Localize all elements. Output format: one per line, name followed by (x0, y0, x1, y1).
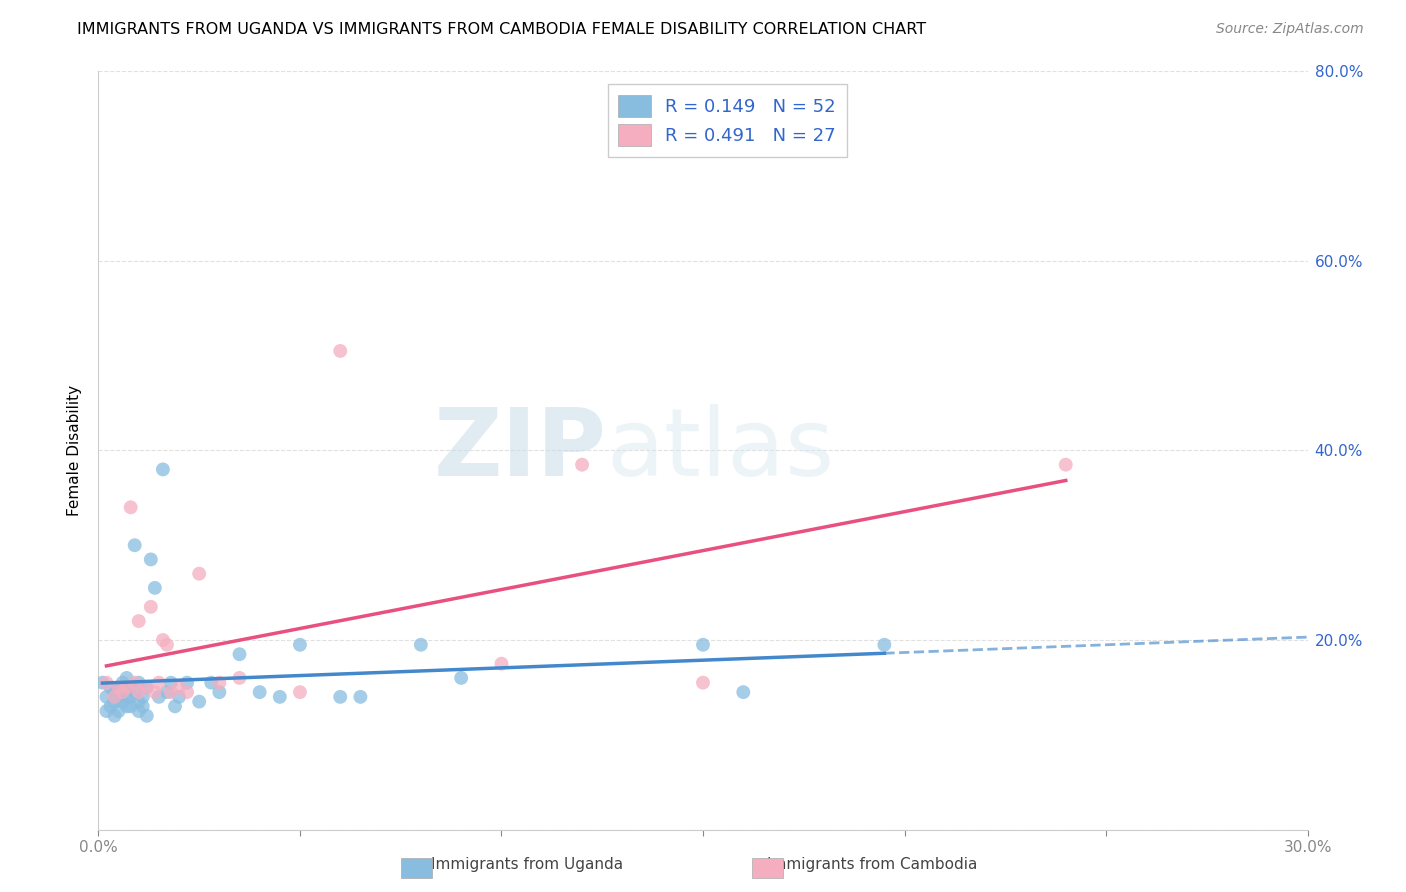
Point (115, 681, 138, 695)
Point (167, 681, 190, 695)
Point (269, 690, 291, 704)
Point (96, 704, 118, 718)
Point (96, 690, 118, 704)
Point (103, 690, 125, 704)
Point (188, 566, 211, 581)
Point (115, 699, 138, 714)
Y-axis label: Female Disability: Female Disability (67, 384, 83, 516)
Point (143, 685, 166, 699)
Point (111, 685, 134, 699)
Text: IMMIGRANTS FROM UGANDA VS IMMIGRANTS FROM CAMBODIA FEMALE DISABILITY CORRELATION: IMMIGRANTS FROM UGANDA VS IMMIGRANTS FRO… (77, 22, 927, 37)
Point (152, 462, 174, 476)
Point (329, 343, 352, 358)
Point (409, 638, 432, 652)
Point (120, 699, 142, 714)
Point (156, 638, 179, 652)
Point (120, 681, 142, 695)
Point (115, 690, 138, 704)
Point (111, 695, 134, 709)
Point (571, 458, 593, 472)
Point (128, 614, 150, 628)
Point (288, 638, 311, 652)
Point (349, 690, 371, 704)
Point (208, 685, 231, 699)
Point (176, 685, 198, 699)
Point (124, 675, 146, 690)
Point (163, 699, 186, 714)
Point (100, 681, 122, 695)
Point (156, 685, 179, 699)
Point (115, 671, 138, 685)
Point (103, 695, 125, 709)
Point (107, 681, 129, 695)
Point (128, 704, 150, 718)
Point (107, 690, 129, 704)
Point (128, 685, 150, 699)
Text: ZIP: ZIP (433, 404, 606, 497)
Point (135, 681, 157, 695)
Point (249, 685, 271, 699)
Point (139, 599, 162, 614)
Point (1054, 458, 1077, 472)
Text: Immigrants from Uganda: Immigrants from Uganda (432, 857, 623, 872)
Point (692, 675, 714, 690)
Point (128, 675, 150, 690)
Point (733, 685, 755, 699)
Legend: R = 0.149   N = 52, R = 0.491   N = 27: R = 0.149 N = 52, R = 0.491 N = 27 (607, 84, 846, 157)
Point (208, 675, 231, 690)
Point (329, 690, 352, 704)
Point (491, 657, 513, 671)
Point (120, 500, 142, 515)
Point (200, 675, 222, 690)
Point (135, 708, 157, 723)
Point (167, 690, 190, 704)
Point (96, 675, 118, 690)
Point (132, 699, 155, 714)
Text: atlas: atlas (606, 404, 835, 497)
Point (107, 704, 129, 718)
Point (107, 681, 129, 695)
Point (111, 685, 134, 699)
Point (450, 671, 472, 685)
Point (160, 685, 183, 699)
Text: Source: ZipAtlas.com: Source: ZipAtlas.com (1216, 22, 1364, 37)
Point (148, 675, 170, 690)
Point (91, 675, 114, 690)
Point (132, 690, 155, 704)
Point (120, 690, 142, 704)
Point (143, 581, 166, 595)
Point (111, 675, 134, 690)
Point (873, 638, 896, 652)
Point (228, 647, 250, 661)
Point (188, 695, 211, 709)
Point (103, 685, 125, 699)
Point (103, 708, 125, 723)
Point (176, 675, 198, 690)
Point (288, 685, 311, 699)
Text: Immigrants from Cambodia: Immigrants from Cambodia (766, 857, 977, 872)
Point (152, 633, 174, 648)
Point (100, 699, 122, 714)
Point (139, 552, 162, 566)
Point (228, 671, 250, 685)
Point (692, 638, 714, 652)
Point (124, 538, 146, 552)
Point (135, 681, 157, 695)
Point (124, 685, 146, 699)
Point (128, 695, 150, 709)
Point (148, 690, 170, 704)
Point (160, 675, 183, 690)
